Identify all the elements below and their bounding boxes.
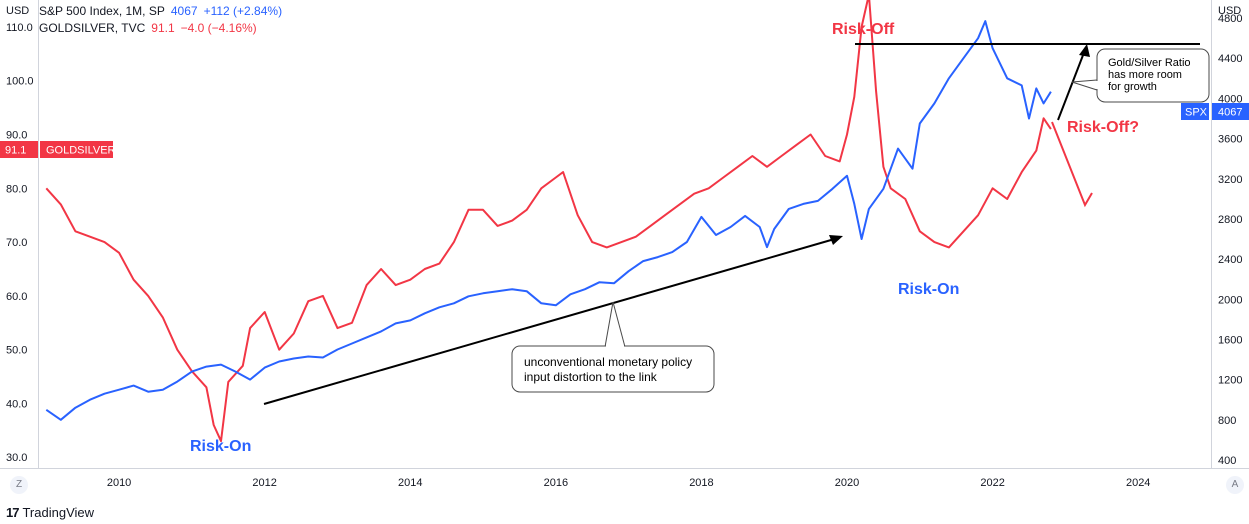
callout-policy-line1: unconventional monetary policy [524, 355, 692, 369]
svg-text:91.1: 91.1 [5, 145, 26, 157]
chart-legend: S&P 500 Index, 1M, SP 4067 +112 (+2.84%)… [39, 3, 282, 37]
time-tick-label: 2016 [544, 477, 568, 489]
time-tick-label: 2024 [1126, 477, 1150, 489]
time-tick-label: 2022 [980, 477, 1004, 489]
callout-ratio-line3: for growth [1108, 81, 1157, 93]
auto-scale-button-left[interactable]: Z [10, 476, 28, 494]
left-tick-label: 90.0 [6, 129, 27, 141]
label-risk-off-question: Risk-Off? [1067, 119, 1139, 136]
spx-line [45, 20, 1052, 421]
svg-text:4067: 4067 [1218, 107, 1242, 119]
legend-goldsilver[interactable]: GOLDSILVER, TVC 91.1 −4.0 (−4.16%) [39, 20, 282, 37]
callout-ratio-line1: Gold/Silver Ratio [1108, 57, 1191, 69]
left-tick-label: 40.0 [6, 398, 27, 410]
tradingview-logo-icon: 17 [6, 505, 20, 520]
right-tick-label: 3600 [1218, 134, 1242, 146]
label-risk-on-2021: Risk-On [898, 281, 959, 298]
risk-off-down-arrow [1051, 121, 1093, 208]
time-axis-ticks: 2010 2012 2014 2016 2018 2020 2022 2024 [107, 477, 1151, 489]
legend-goldsilver-change: −4.0 (−4.16%) [180, 21, 257, 35]
right-tick-label: 4000 [1218, 93, 1242, 105]
time-tick-label: 2012 [252, 477, 276, 489]
callout-policy: unconventional monetary policy input dis… [511, 301, 715, 393]
right-tick-label: 2400 [1218, 254, 1242, 266]
tradingview-brand: TradingView [22, 505, 95, 520]
legend-goldsilver-name: GOLDSILVER, TVC [39, 21, 146, 35]
callout-ratio: Gold/Silver Ratio has more room for grow… [1071, 48, 1210, 103]
auto-scale-button-right[interactable]: A [1226, 476, 1244, 494]
left-tick-label: 60.0 [6, 291, 27, 303]
legend-spx[interactable]: S&P 500 Index, 1M, SP 4067 +112 (+2.84%) [39, 3, 282, 20]
right-tick-label: 3200 [1218, 174, 1242, 186]
left-axis-ticks: 30.0 40.0 50.0 60.0 70.0 80.0 90.0 100.0 110.0 [6, 22, 34, 464]
left-tick-label: 70.0 [6, 237, 27, 249]
left-tick-label: 50.0 [6, 345, 27, 357]
goldsilver-price-badge: 91.1 GOLDSILVER [0, 141, 116, 158]
footer-bar: 17 TradingView [0, 500, 1249, 524]
chart-canvas: USD USD 30.0 40.0 50.0 60.0 70.0 80.0 90.0 100.… [0, 0, 1249, 500]
time-tick-label: 2018 [689, 477, 713, 489]
svg-text:GOLDSILVER: GOLDSILVER [46, 145, 116, 157]
right-axis-unit: USD [1218, 5, 1241, 17]
svg-text:SPX: SPX [1185, 107, 1208, 119]
time-tick-label: 2010 [107, 477, 131, 489]
right-tick-label: 2000 [1218, 294, 1242, 306]
tradingview-logo[interactable]: 17 TradingView [6, 505, 94, 520]
spx-price-badge: SPX 4067 [1181, 103, 1249, 120]
left-axis-unit: USD [6, 5, 29, 17]
chart-background [0, 0, 1249, 500]
callout-ratio-line2: has more room [1108, 69, 1182, 81]
label-risk-on-2011: Risk-On [190, 438, 251, 455]
time-tick-label: 2020 [835, 477, 859, 489]
right-tick-label: 2800 [1218, 214, 1242, 226]
legend-spx-change: +112 (+2.84%) [203, 4, 283, 18]
label-risk-off-2020: Risk-Off [832, 21, 895, 38]
ratio-up-arrow [1057, 44, 1090, 121]
right-tick-label: 4800 [1218, 13, 1242, 25]
goldsilver-line [45, 0, 1052, 443]
legend-spx-value: 4067 [170, 4, 198, 18]
trend-arrow-2012-2020 [263, 235, 843, 405]
legend-spx-name: S&P 500 Index, 1M, SP [39, 4, 165, 18]
left-tick-label: 110.0 [6, 22, 33, 34]
right-tick-label: 1600 [1218, 334, 1242, 346]
right-tick-label: 4400 [1218, 53, 1242, 65]
legend-goldsilver-value: 91.1 [151, 21, 175, 35]
right-tick-label: 800 [1218, 415, 1236, 427]
right-axis-ticks: 400 800 1200 1600 2000 2400 2800 3200 3600 4000 44… [1218, 13, 1242, 467]
right-tick-label: 1200 [1218, 375, 1242, 387]
callout-policy-line2: input distortion to the link [524, 370, 658, 384]
left-tick-label: 80.0 [6, 183, 27, 195]
right-tick-label: 400 [1218, 455, 1236, 467]
left-tick-label: 100.0 [6, 76, 34, 88]
time-tick-label: 2014 [398, 477, 422, 489]
left-tick-label: 30.0 [6, 452, 27, 464]
